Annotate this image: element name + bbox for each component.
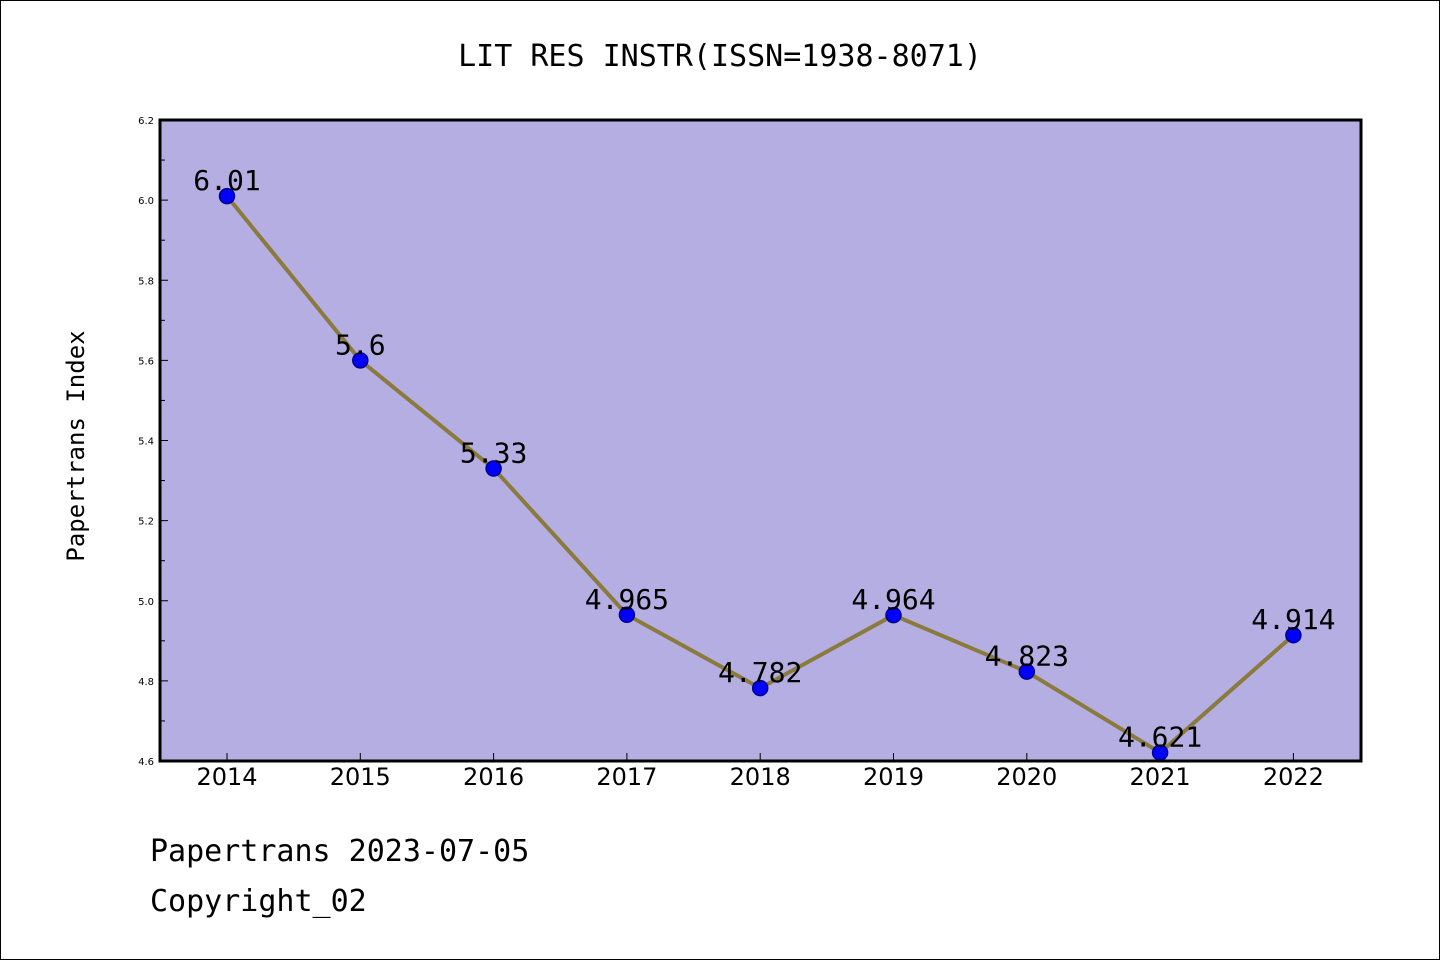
y-tick-label: 6.0	[138, 196, 154, 207]
data-point-label: 4.823	[985, 640, 1069, 673]
x-tick-label: 2020	[996, 763, 1057, 791]
data-point-marker	[885, 606, 902, 624]
x-tick-label: 2015	[330, 763, 391, 791]
y-tick-label: 5.0	[138, 597, 154, 608]
data-point-marker	[485, 460, 502, 477]
data-point-label: 4.964	[851, 583, 935, 616]
data-point-marker	[352, 352, 369, 369]
data-points	[218, 187, 1302, 761]
data-point-marker	[751, 679, 769, 697]
x-tick-label: 2021	[1130, 763, 1191, 791]
data-point-label: 4.914	[1251, 603, 1335, 636]
y-tick-label: 4.6	[138, 757, 154, 768]
data-point-label: 4.782	[718, 656, 802, 689]
data-point-marker	[218, 187, 236, 205]
data-point-label: 4.965	[585, 583, 669, 616]
y-tick-label: 5.2	[138, 517, 154, 528]
y-tick-label: 5.4	[138, 437, 154, 448]
y-tick-label: 5.6	[138, 356, 154, 367]
x-tick-label: 2014	[196, 763, 257, 791]
x-tick-label: 2022	[1263, 763, 1324, 791]
x-tick-label: 2017	[596, 763, 657, 791]
data-point-label: 5.6	[335, 328, 386, 361]
footer-copyright-text: Copyright_02	[150, 884, 367, 919]
x-axis: 2014 2015 2016 2017 2018 2019 2020 2021 2022	[196, 753, 1324, 791]
chart-title: LIT RES INSTR(ISSN=1938-8071)	[458, 39, 982, 74]
x-tick-label: 2018	[730, 763, 791, 791]
data-point-label: 6.01	[193, 164, 260, 197]
data-point-marker	[1018, 663, 1036, 680]
plot-area	[160, 120, 1361, 761]
plot-border	[158, 118, 1363, 763]
footer-date-text: Papertrans 2023-07-05	[150, 834, 530, 869]
x-tick-label: 2019	[863, 763, 924, 791]
y-tick-label: 4.8	[138, 677, 154, 688]
x-tick-label: 2016	[463, 763, 524, 791]
data-point-label: 4.621	[1118, 721, 1202, 754]
data-point-label: 5.33	[460, 437, 527, 470]
y-tick-label: 6.2	[138, 116, 154, 127]
y-axis-label: Papertrans Index	[62, 330, 90, 561]
y-tick-label: 5.8	[138, 276, 154, 287]
data-point-marker	[618, 606, 636, 624]
data-point-marker	[1285, 626, 1302, 644]
data-labels: 6.01 5.6 5.33 4.965 4.782 4.964 4.823 4.621 4.91…	[193, 164, 1335, 753]
